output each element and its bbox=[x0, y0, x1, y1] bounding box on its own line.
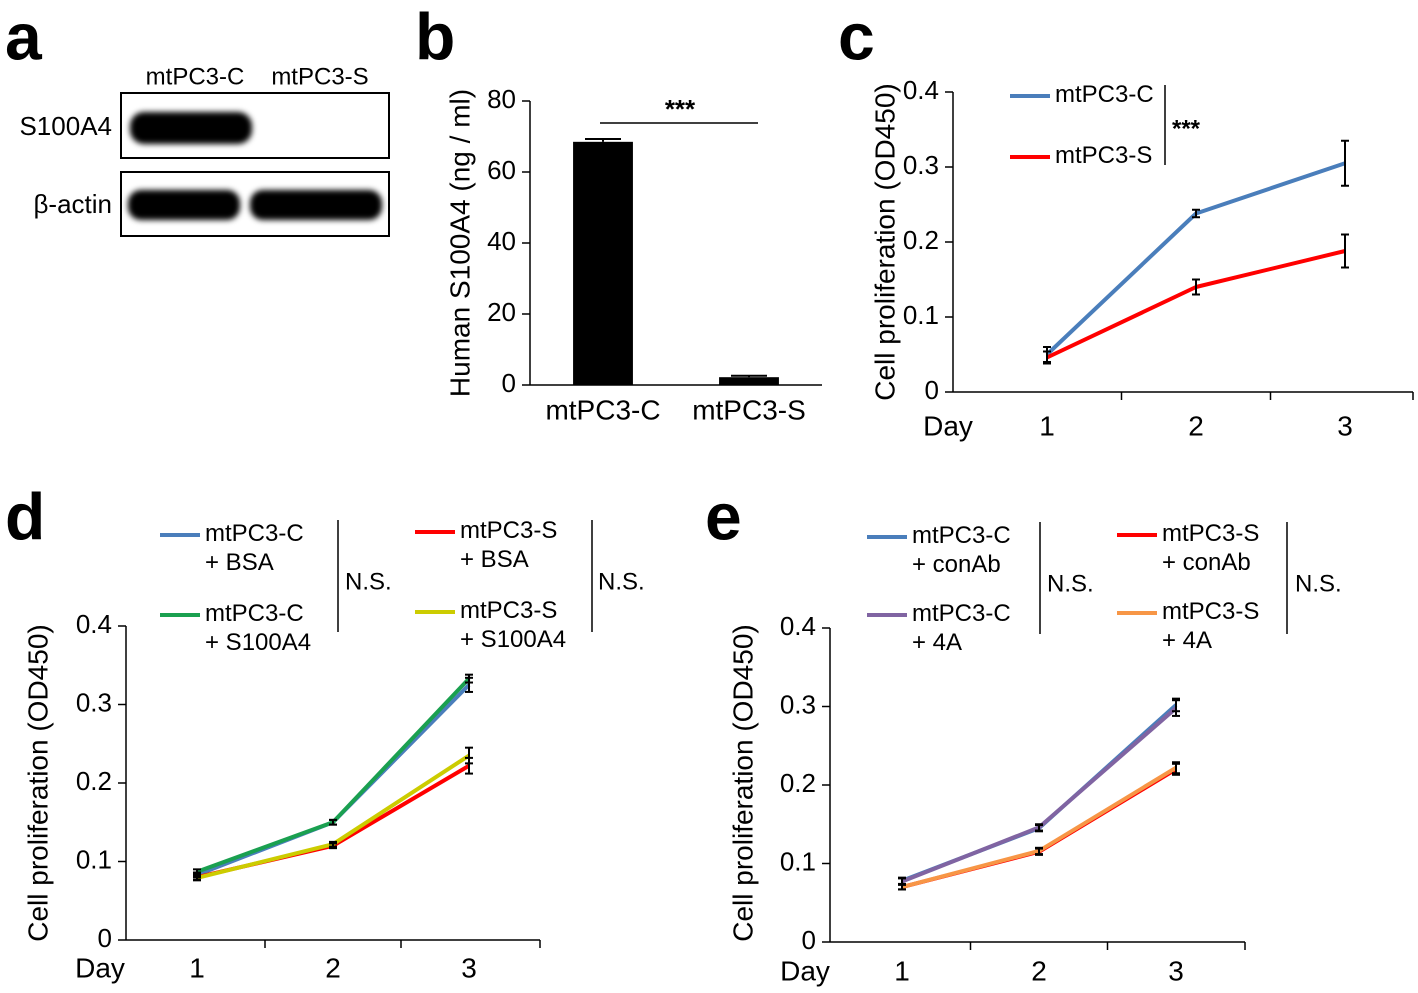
legend-label: mtPC3-S + S100A4 bbox=[460, 597, 567, 653]
error-bar bbox=[731, 374, 767, 378]
legend-label-box: mtPC3-S bbox=[1055, 142, 1153, 169]
x-tick-label: 3 bbox=[1168, 955, 1184, 986]
blot-band bbox=[250, 190, 382, 220]
y-tick-label: 0 bbox=[802, 925, 816, 955]
error-bar bbox=[1341, 139, 1349, 187]
y-tick-label: 20 bbox=[487, 297, 516, 327]
error-bar bbox=[329, 818, 337, 826]
y-tick-label: 0 bbox=[98, 923, 112, 953]
error-bar bbox=[1341, 233, 1349, 269]
y-axis-label: Cell proliferation (OD450) bbox=[869, 83, 900, 400]
legend-label-box: mtPC3-C bbox=[1055, 81, 1154, 108]
x-tick-label: 1 bbox=[189, 952, 205, 983]
lane-label: mtPC3-S bbox=[271, 63, 368, 90]
error-bar bbox=[1172, 761, 1180, 775]
panel-letter: a bbox=[5, 0, 43, 73]
y-tick-label: 0 bbox=[502, 368, 516, 398]
legend-label: mtPC3-S + BSA bbox=[460, 517, 558, 573]
error-bar bbox=[1192, 278, 1200, 296]
significance-label: N.S. bbox=[1295, 570, 1342, 597]
y-tick-label: 0.4 bbox=[780, 611, 816, 641]
row-label: S100A4 bbox=[19, 111, 112, 141]
y-tick-label: 0.2 bbox=[903, 225, 939, 255]
y-tick-label: 0.1 bbox=[780, 846, 816, 876]
y-tick-label: 0.3 bbox=[780, 689, 816, 719]
y-tick-label: 0.2 bbox=[76, 766, 112, 796]
legend-label-box: mtPC3-S + S100A4 bbox=[460, 597, 567, 653]
legend-label: mtPC3-C + 4A bbox=[912, 600, 1011, 656]
significance-label: N.S. bbox=[598, 568, 645, 595]
blot-band bbox=[130, 112, 252, 144]
panel-letter: b bbox=[415, 0, 455, 73]
y-tick-label: 0.1 bbox=[903, 300, 939, 330]
y-tick-label: 0.4 bbox=[903, 75, 939, 105]
error-bar bbox=[465, 746, 473, 765]
x-tick-label: 1 bbox=[894, 955, 910, 986]
y-tick-label: 0.1 bbox=[76, 844, 112, 874]
x-axis-label: Day bbox=[780, 955, 830, 986]
legend-label: mtPC3-S + conAb bbox=[1162, 520, 1260, 576]
significance-label: *** bbox=[1172, 115, 1201, 142]
error-bar bbox=[465, 673, 473, 684]
y-tick-label: 0.4 bbox=[76, 609, 112, 639]
y-tick-label: 0.2 bbox=[780, 768, 816, 798]
y-axis-label: Human S100A4 (ng / ml) bbox=[444, 89, 475, 397]
error-bar bbox=[898, 883, 906, 891]
error-bar bbox=[1035, 823, 1043, 832]
x-tick-label: 3 bbox=[1337, 410, 1353, 441]
panel-letter: c bbox=[838, 0, 875, 73]
legend-label: mtPC3-C bbox=[1055, 81, 1154, 108]
x-axis-label: Day bbox=[923, 410, 973, 441]
error-bar bbox=[193, 874, 201, 882]
legend-label: mtPC3-C + conAb bbox=[912, 522, 1011, 578]
legend-label: mtPC3-C + BSA bbox=[205, 520, 304, 576]
significance-label: N.S. bbox=[345, 568, 392, 595]
x-tick-label: mtPC3-S bbox=[692, 394, 806, 425]
y-tick-label: 0.3 bbox=[903, 150, 939, 180]
y-tick-label: 0 bbox=[925, 375, 939, 405]
error-bar bbox=[585, 137, 621, 142]
legend-label-box: mtPC3-C + 4A bbox=[912, 600, 1011, 656]
legend-label-box: mtPC3-C + BSA bbox=[205, 520, 304, 576]
legend-label-box: mtPC3-S + conAb bbox=[1162, 520, 1260, 576]
bar bbox=[719, 377, 779, 385]
error-bar bbox=[1035, 846, 1043, 856]
x-tick-label: 2 bbox=[325, 952, 341, 983]
y-tick-label: 40 bbox=[487, 226, 516, 256]
x-tick-label: mtPC3-C bbox=[545, 394, 660, 425]
row-label: β-actin bbox=[33, 189, 112, 219]
blot-band bbox=[128, 190, 240, 220]
panel-letter: e bbox=[705, 479, 742, 553]
legend-label-box: mtPC3-S + BSA bbox=[460, 517, 558, 573]
legend-label-box: mtPC3-C + conAb bbox=[912, 522, 1011, 578]
x-tick-label: 2 bbox=[1188, 410, 1204, 441]
legend-label: mtPC3-S + 4A bbox=[1162, 598, 1260, 654]
x-tick-label: 1 bbox=[1039, 410, 1055, 441]
error-bar bbox=[329, 840, 337, 848]
x-tick-label: 2 bbox=[1031, 955, 1047, 986]
y-axis-label: Cell proliferation (OD450) bbox=[727, 624, 758, 941]
error-bar bbox=[1043, 350, 1051, 365]
lane-label: mtPC3-C bbox=[146, 63, 245, 90]
x-tick-label: 3 bbox=[461, 952, 477, 983]
y-tick-label: 0.3 bbox=[76, 687, 112, 717]
error-bar bbox=[1172, 699, 1180, 717]
y-axis-label: Cell proliferation (OD450) bbox=[22, 624, 53, 941]
legend-label: mtPC3-C + S100A4 bbox=[205, 600, 312, 656]
error-bar bbox=[1192, 208, 1200, 219]
legend-label-box: mtPC3-C + S100A4 bbox=[205, 600, 312, 656]
legend-label-box: mtPC3-S + 4A bbox=[1162, 598, 1260, 654]
bar bbox=[573, 141, 633, 385]
panel-letter: d bbox=[5, 479, 45, 553]
y-tick-label: 80 bbox=[487, 84, 516, 114]
legend-label: mtPC3-S bbox=[1055, 142, 1153, 169]
x-axis-label: Day bbox=[75, 952, 125, 983]
y-tick-label: 60 bbox=[487, 155, 516, 185]
data-line bbox=[1046, 249, 1346, 360]
significance-label: N.S. bbox=[1047, 570, 1094, 597]
significance-label: *** bbox=[665, 94, 696, 124]
